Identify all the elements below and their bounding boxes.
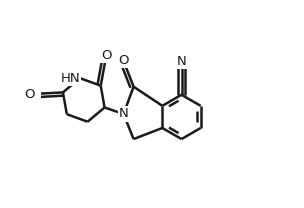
Text: O: O — [118, 54, 129, 67]
Text: N: N — [177, 55, 186, 68]
Text: N: N — [119, 108, 129, 120]
Text: O: O — [101, 49, 112, 62]
Text: HN: HN — [60, 72, 80, 85]
Text: O: O — [25, 88, 35, 101]
